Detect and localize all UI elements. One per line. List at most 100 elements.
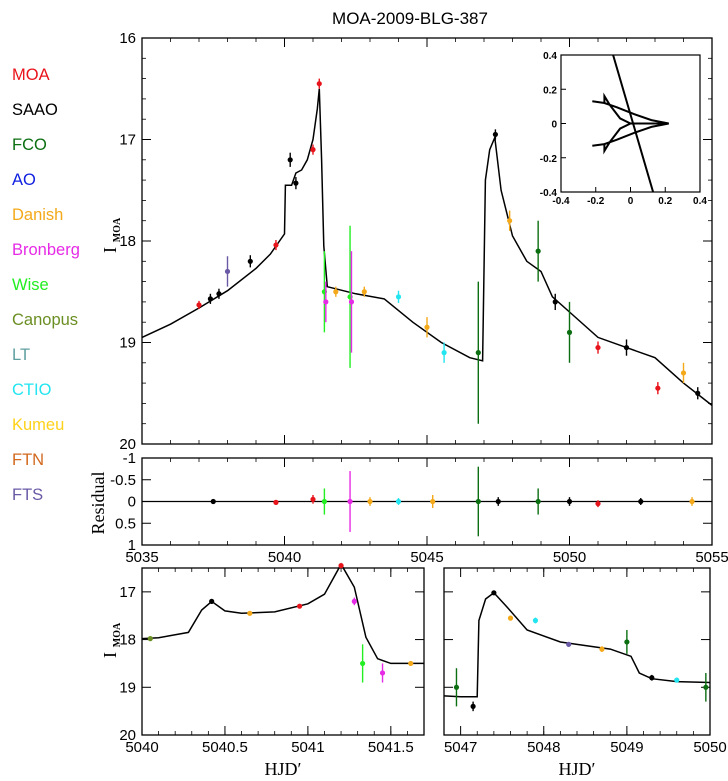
y-tick-label: 1 <box>128 537 136 554</box>
data-point-saao <box>552 299 558 305</box>
data-point-canopus <box>147 636 153 642</box>
data-point-ctio <box>674 677 680 683</box>
data-point-danish <box>361 289 367 295</box>
y-tick-label: 18 <box>119 632 136 649</box>
chart-title: MOA-2009-BLG-387 <box>332 9 488 28</box>
data-point-moa <box>595 501 601 507</box>
legend-entry-saao: SAAO <box>12 101 58 119</box>
data-point-moa <box>316 81 322 87</box>
y-tick-label: 18 <box>119 233 136 250</box>
legend-entry-danish: Danish <box>12 206 63 224</box>
data-point-moa <box>310 496 316 502</box>
y-tick-label: 17 <box>119 584 136 601</box>
y-tick-label: 17 <box>119 132 136 149</box>
legend-entry-kumeu: Kumeu <box>12 416 64 434</box>
data-point-moa <box>296 603 303 609</box>
data-point-moa <box>273 242 279 248</box>
data-point-saao <box>623 344 630 351</box>
inset-x-tick-label: 0.2 <box>658 196 672 207</box>
x-tick-label: 5040 <box>268 549 301 566</box>
data-point-bronberg <box>348 299 355 305</box>
data-point-fco <box>535 248 541 254</box>
inset-x-tick-label: -0.4 <box>552 196 570 207</box>
y-tick-label: 0.5 <box>115 515 136 532</box>
y-tick-label: 0 <box>128 494 136 511</box>
data-point-moa <box>338 563 344 569</box>
legend-entry-moa: MOA <box>12 66 50 84</box>
data-point-danish <box>247 610 253 616</box>
zoom-left-frame <box>141 567 425 736</box>
x-axis-label-left: HJD′ <box>265 759 302 779</box>
inset-y-tick-label: 0.4 <box>543 51 557 62</box>
data-point-moa <box>310 147 316 153</box>
data-point-saao <box>470 703 476 709</box>
data-point-ctio <box>395 498 402 505</box>
data-point-moa <box>273 499 279 505</box>
data-point-fco <box>703 684 709 690</box>
data-point-saao <box>491 590 497 596</box>
main-light-curve-panel: 16 17 18 19 20 I MOA -0.4 -0.2 0 0.2 0.4 0.4 0.2 0 -0.2… <box>100 30 713 453</box>
data-point-danish <box>507 615 514 621</box>
data-point-wise <box>321 498 327 505</box>
y-tick-label: 19 <box>119 679 136 696</box>
x-tick-label: 5049 <box>610 739 643 756</box>
source-trajectory <box>612 54 655 193</box>
y-axis-label: I MOA <box>100 217 123 253</box>
data-point-danish <box>430 498 436 505</box>
legend-entry-ctio: CTIO <box>12 381 52 399</box>
legend-entry-fts: FTS <box>12 486 43 504</box>
zoom-left-model-curve <box>141 562 424 665</box>
inset-y-tick-label: 0 <box>551 120 557 131</box>
data-point-saao <box>293 180 299 186</box>
data-point-ctio <box>441 350 447 356</box>
data-point-saao <box>216 291 222 297</box>
y-tick-label: -1 <box>123 450 136 467</box>
data-point-bronberg <box>351 598 357 605</box>
data-point-danish <box>424 324 430 330</box>
legend-entry-fco: FCO <box>12 136 47 154</box>
data-point-fco <box>624 639 630 645</box>
data-point-danish <box>408 660 414 667</box>
data-point-danish <box>680 370 687 376</box>
y-tick-label: 16 <box>119 30 136 47</box>
x-tick-label: 5048 <box>527 739 560 756</box>
data-point-danish <box>507 218 513 224</box>
data-point-moa <box>595 344 601 351</box>
x-tick-label: 5047 <box>444 739 477 756</box>
data-point-bronberg <box>323 299 329 305</box>
data-point-bronberg <box>379 670 386 676</box>
data-point-fco <box>475 498 481 505</box>
inset-x-tick-label: 0 <box>628 196 634 207</box>
data-point-saao <box>566 498 573 505</box>
inset-x-tick-label: -0.2 <box>587 196 605 207</box>
legend-entry-ao: AO <box>12 171 36 189</box>
x-tick-label: 5041 <box>291 739 324 756</box>
data-point-saao <box>638 498 644 505</box>
x-tick-label: 5050 <box>553 549 586 566</box>
data-point-saao <box>207 296 213 302</box>
data-point-fts <box>566 641 572 647</box>
y-tick-label: -0.5 <box>110 472 136 489</box>
y-axis-label-subscript: MOA <box>112 217 123 242</box>
legend-entry-ftn: FTN <box>12 451 44 469</box>
inset-x-tick-label: 0.4 <box>693 196 707 207</box>
x-tick-label: 5041.5 <box>368 739 414 756</box>
data-point-saao <box>209 598 215 605</box>
data-point-fco <box>475 350 481 356</box>
data-point-danish <box>689 498 695 505</box>
y-axis-label-text: Residual <box>88 472 108 535</box>
data-point-fco <box>566 329 573 335</box>
y-axis-label: I MOA <box>100 622 123 658</box>
y-axis-label-text: I <box>100 247 120 253</box>
legend-entry-canopus: Canopus <box>12 311 78 329</box>
inset-y-tick-label: -0.4 <box>540 188 558 199</box>
legend: MOA SAAO FCO AO Danish Bronberg Wise Canopus LT C… <box>12 66 80 504</box>
data-point-bronberg <box>347 498 353 505</box>
y-tick-label: 20 <box>119 727 136 744</box>
data-point-ctio <box>395 294 402 300</box>
inset-y-tick-label: -0.2 <box>540 154 558 165</box>
data-point-danish <box>367 498 373 505</box>
caustic-curve-lower <box>592 122 669 155</box>
